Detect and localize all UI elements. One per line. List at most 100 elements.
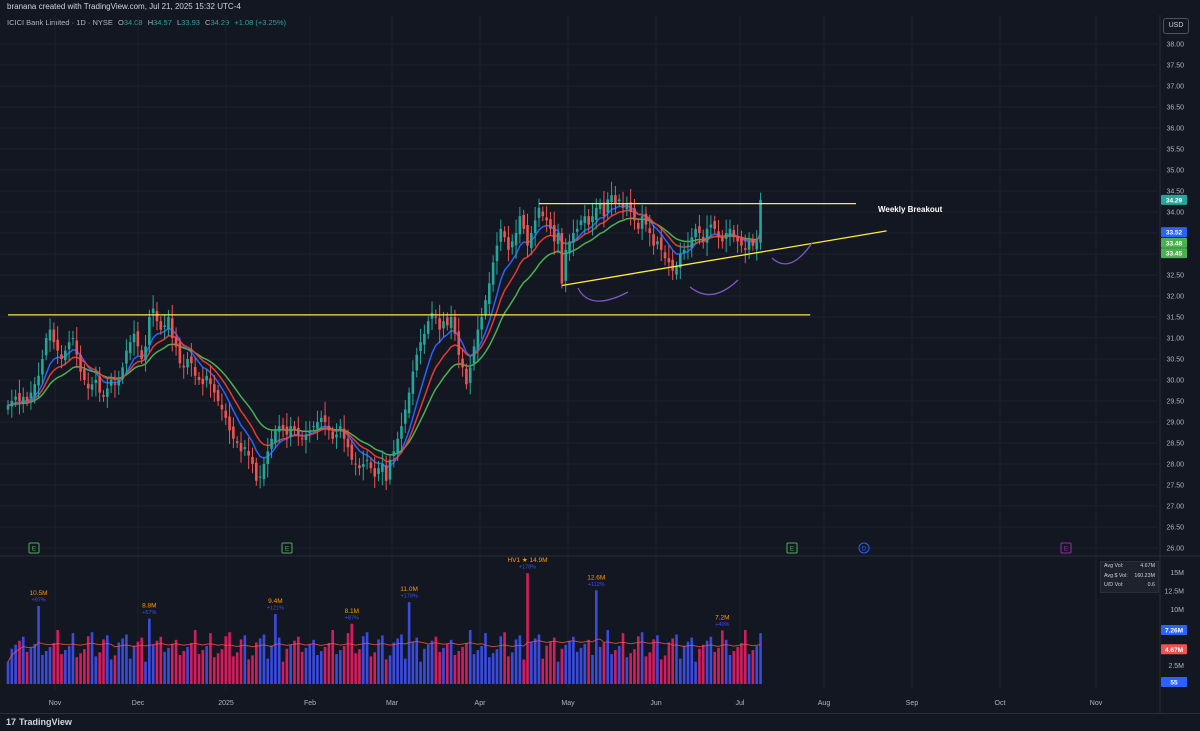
candle-body [33, 384, 37, 397]
volume-bar [675, 634, 678, 684]
volume-spike-label: 10.5M [30, 590, 48, 597]
volume-bar [426, 644, 430, 684]
price-tick-label: 32.00 [1166, 294, 1184, 301]
volume-bar [564, 644, 568, 684]
candle-body [67, 342, 71, 350]
volume-bar [117, 642, 121, 684]
candle-body [388, 459, 392, 480]
volume-bar [113, 655, 117, 684]
volume-bar [71, 633, 75, 684]
candle-body [270, 438, 273, 449]
volume-bar [186, 646, 189, 684]
candle-body [37, 375, 40, 386]
candle-body [342, 428, 346, 439]
volume-bar [255, 642, 258, 684]
candle-body [274, 430, 277, 443]
volume-bar [339, 650, 342, 684]
candle-body [6, 405, 10, 410]
candle-body [167, 317, 170, 330]
volume-bar [10, 648, 14, 684]
time-tick-label: Sep [906, 700, 919, 707]
volume-bar [549, 641, 552, 684]
price-chart[interactable]: Weekly Breakout 38.00 37.50 37.00 36.50 36.0… [0, 0, 1200, 713]
volume-bar [732, 650, 736, 684]
candle-body [411, 371, 415, 394]
time-tick-label: Aug [818, 700, 831, 707]
volume-bar [197, 654, 201, 684]
volume-bar [594, 590, 598, 684]
candle-body [285, 426, 289, 435]
candle-body [251, 456, 254, 464]
candle-body [331, 431, 334, 439]
candle-body [472, 346, 476, 364]
symbol-name[interactable]: ICICI Bank Limited · 1D · NYSE [7, 18, 113, 27]
volume-bar [29, 647, 33, 684]
volume-bar [526, 573, 529, 684]
cup-arc[interactable] [689, 279, 739, 296]
volume-bar [625, 657, 629, 684]
volume-bar [423, 648, 426, 684]
candle-body [255, 462, 258, 481]
event-marker-e[interactable]: E [28, 542, 40, 554]
volume-bar [79, 653, 82, 684]
volume-bar [293, 640, 296, 684]
candle-body [21, 396, 25, 404]
candle-body [579, 220, 583, 226]
volume-bar [102, 639, 105, 684]
volume-spike-pct: +179% [400, 594, 417, 600]
candle-body [614, 195, 617, 204]
volume-bar [67, 646, 71, 684]
volume-bar [468, 630, 472, 684]
candle-body [449, 317, 453, 328]
candle-body [679, 254, 682, 268]
candle-body [717, 231, 720, 238]
volume-bar [342, 646, 346, 684]
volume-bar [572, 636, 575, 684]
volume-bar [560, 648, 564, 684]
bottom-bar: 17 TradingView [0, 713, 1200, 731]
price-tick-label: 28.00 [1166, 462, 1184, 469]
volume-bar [434, 636, 438, 684]
event-marker-e[interactable]: E [786, 542, 798, 554]
volume-bar [174, 639, 178, 684]
currency-button[interactable]: USD [1163, 18, 1189, 34]
candle-body [709, 224, 713, 228]
event-marker-frame [281, 542, 293, 554]
candle-body [743, 248, 747, 250]
volume-bar [136, 641, 140, 684]
candle-body [90, 384, 94, 390]
volume-bar [331, 630, 334, 684]
volume-bar [510, 652, 514, 684]
event-marker-e[interactable]: E [1060, 542, 1072, 554]
open-value: 34.08 [123, 18, 143, 27]
volume-bar [167, 647, 170, 684]
cup-arc[interactable] [577, 287, 629, 302]
event-marker-e[interactable]: E [281, 542, 293, 554]
candle-body [530, 233, 533, 249]
candle-body [491, 262, 495, 285]
volume-bar [403, 658, 407, 684]
volume-stats-box: Avg Vol: 4.67M Avg $ Vol: 160.23M U/D Vol:… [1100, 561, 1159, 593]
time-tick-label: Nov [1090, 700, 1103, 707]
volume-bar [209, 633, 212, 684]
handle-arc[interactable] [771, 242, 813, 265]
candle-body [155, 311, 159, 322]
volume-bar [480, 646, 483, 684]
candle-body [522, 214, 525, 229]
volume-bar [18, 640, 21, 684]
tradingview-logo[interactable]: 17 TradingView [6, 717, 72, 727]
price-tick-label: 27.50 [1166, 483, 1184, 490]
volume-bar [41, 654, 44, 684]
price-tick-label: 34.00 [1166, 210, 1184, 217]
candle-body [461, 358, 464, 368]
event-marker-d[interactable]: D [858, 542, 870, 554]
candle-body [633, 208, 636, 221]
volume-bar [270, 645, 273, 684]
candle-body [610, 195, 613, 202]
volume-bar [377, 639, 380, 684]
volume-bar [682, 645, 686, 684]
candle-body [713, 220, 716, 229]
volume-bar [606, 630, 610, 684]
trendline-rising-support[interactable] [561, 230, 887, 287]
candle-body [377, 468, 380, 475]
